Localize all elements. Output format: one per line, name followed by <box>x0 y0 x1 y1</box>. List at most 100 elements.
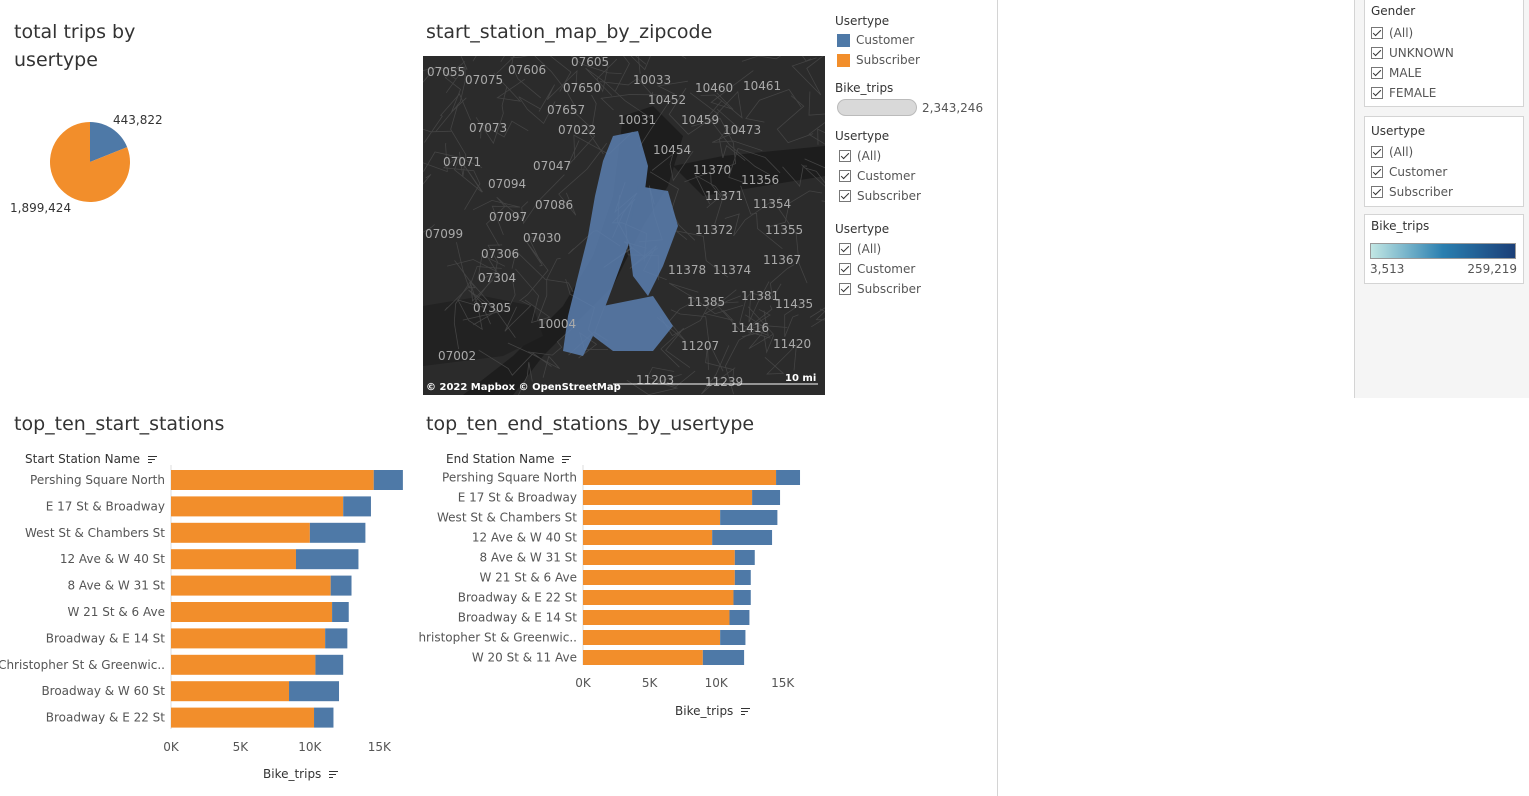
bar-subscriber[interactable] <box>583 510 721 525</box>
category-label[interactable]: Broadway & E 14 St <box>46 631 166 645</box>
bar-customer[interactable] <box>325 628 348 649</box>
station-map[interactable]: 07055 07075 07606 07605 10033 10460 10461 07650… <box>423 56 825 395</box>
bar-subscriber[interactable] <box>583 610 730 625</box>
end-measure-header[interactable]: Bike_trips <box>675 704 751 718</box>
category-label[interactable]: 12 Ave & W 40 St <box>60 552 165 566</box>
start-stations-chart[interactable]: Pershing Square North E 17 St & Broadway W… <box>0 465 420 765</box>
bar-customer[interactable] <box>712 530 773 545</box>
bar-customer[interactable] <box>343 496 371 517</box>
bar-subscriber[interactable] <box>583 570 735 585</box>
filter-option[interactable]: (All) <box>1371 143 1413 161</box>
checkbox[interactable] <box>839 263 851 275</box>
bar-customer[interactable] <box>720 510 778 525</box>
category-label[interactable]: W 21 St & 6 Ave <box>67 605 165 619</box>
category-label[interactable]: E 17 St & Broadway <box>46 499 165 513</box>
legend-subscriber[interactable]: Subscriber <box>837 53 920 67</box>
category-label[interactable]: W 20 St & 11 Ave <box>472 651 577 665</box>
start-dim-header[interactable]: Start Station Name <box>25 452 157 466</box>
bar-subscriber[interactable] <box>583 530 713 545</box>
filter-option[interactable]: UNKNOWN <box>1371 44 1454 62</box>
category-label[interactable]: 12 Ave & W 40 St <box>472 531 577 545</box>
bar-customer[interactable] <box>733 590 751 605</box>
filter-option[interactable]: Customer <box>839 167 915 185</box>
checkbox[interactable] <box>1371 146 1383 158</box>
checkbox[interactable] <box>839 150 851 162</box>
bar-subscriber[interactable] <box>171 470 374 490</box>
end-dim-header[interactable]: End Station Name <box>446 452 572 466</box>
bar-customer[interactable] <box>373 470 403 490</box>
filter-option[interactable]: Customer <box>839 260 915 278</box>
filter-option[interactable]: Customer <box>1371 163 1447 181</box>
category-label[interactable]: 8 Ave & W 31 St <box>67 579 165 593</box>
filter-option[interactable]: Subscriber <box>1371 183 1453 201</box>
bar-subscriber[interactable] <box>171 522 310 543</box>
filter-option[interactable]: (All) <box>1371 24 1413 42</box>
bar-customer[interactable] <box>734 570 751 585</box>
category-label[interactable]: Broadway & W 60 St <box>41 684 165 698</box>
bar-subscriber[interactable] <box>171 707 315 728</box>
pie-slice-customer[interactable] <box>90 122 128 162</box>
legend-customer[interactable]: Customer <box>837 33 914 47</box>
checkbox[interactable] <box>1371 27 1383 39</box>
pie-chart[interactable]: 443,822 1,899,424 <box>0 100 200 230</box>
bar-customer[interactable] <box>332 602 349 622</box>
bar-subscriber[interactable] <box>171 602 333 622</box>
bar-subscriber[interactable] <box>171 549 296 570</box>
category-label[interactable]: Pershing Square North <box>442 471 577 485</box>
bar-customer[interactable] <box>752 490 781 505</box>
checkbox[interactable] <box>839 170 851 182</box>
category-label[interactable]: E 17 St & Broadway <box>458 491 577 505</box>
checkbox[interactable] <box>839 283 851 295</box>
checkbox[interactable] <box>1371 186 1383 198</box>
category-label[interactable]: West St & Chambers St <box>25 526 165 540</box>
checkbox[interactable] <box>1371 166 1383 178</box>
bar-customer[interactable] <box>734 550 755 565</box>
bar-subscriber[interactable] <box>583 470 777 485</box>
bar-subscriber[interactable] <box>583 630 721 645</box>
sort-icon[interactable] <box>741 707 751 716</box>
sort-icon[interactable] <box>329 770 339 779</box>
bar-customer[interactable] <box>314 707 334 728</box>
bar-subscriber[interactable] <box>171 654 316 675</box>
bar-subscriber[interactable] <box>583 490 753 505</box>
bar-customer[interactable] <box>315 654 344 675</box>
bar-subscriber[interactable] <box>171 575 331 596</box>
bar-customer[interactable] <box>295 549 359 570</box>
category-label[interactable]: Broadway & E 22 St <box>458 591 578 605</box>
category-label[interactable]: Christopher St & Greenwic.. <box>418 631 577 645</box>
category-label[interactable]: Pershing Square North <box>30 473 165 487</box>
bar-customer[interactable] <box>309 522 366 543</box>
filter-option[interactable]: (All) <box>839 240 881 258</box>
filter-option[interactable]: Subscriber <box>839 280 921 298</box>
category-label[interactable]: W 21 St & 6 Ave <box>479 571 577 585</box>
checkbox[interactable] <box>1371 87 1383 99</box>
bar-subscriber[interactable] <box>171 628 326 649</box>
bar-subscriber[interactable] <box>583 650 703 665</box>
bar-customer[interactable] <box>720 630 746 645</box>
filter-option[interactable]: Subscriber <box>839 187 921 205</box>
bar-customer[interactable] <box>330 575 352 596</box>
sort-icon[interactable] <box>562 455 572 464</box>
filter-option[interactable]: (All) <box>839 147 881 165</box>
filter-option[interactable]: FEMALE <box>1371 84 1436 102</box>
checkbox[interactable] <box>839 190 851 202</box>
sort-icon[interactable] <box>147 455 157 464</box>
bar-customer[interactable] <box>702 650 745 665</box>
bar-subscriber[interactable] <box>171 681 290 702</box>
bar-subscriber[interactable] <box>171 496 344 517</box>
start-measure-header[interactable]: Bike_trips <box>263 767 339 781</box>
checkbox[interactable] <box>1371 47 1383 59</box>
category-label[interactable]: West St & Chambers St <box>437 511 577 525</box>
checkbox[interactable] <box>1371 67 1383 79</box>
end-stations-chart[interactable]: Pershing Square North E 17 St & Broadway W… <box>418 465 838 695</box>
bar-subscriber[interactable] <box>583 550 735 565</box>
pie-slice-subscriber[interactable] <box>50 122 131 202</box>
filter-option[interactable]: MALE <box>1371 64 1422 82</box>
category-label[interactable]: Christopher St & Greenwic.. <box>0 658 165 672</box>
bar-subscriber[interactable] <box>583 590 734 605</box>
checkbox[interactable] <box>839 243 851 255</box>
category-label[interactable]: Broadway & E 22 St <box>46 711 166 725</box>
bar-customer[interactable] <box>729 610 750 625</box>
bar-customer[interactable] <box>289 681 340 702</box>
bar-customer[interactable] <box>776 470 801 485</box>
